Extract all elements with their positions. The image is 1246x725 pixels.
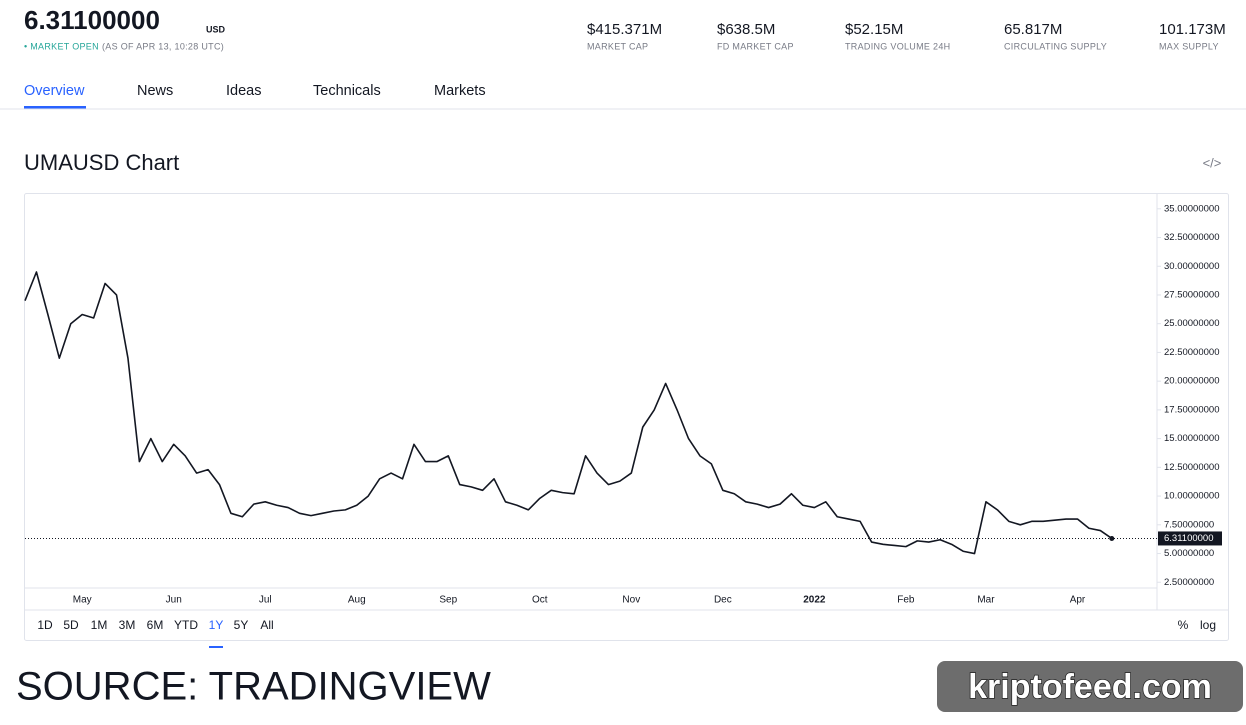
option-button[interactable]: log — [1200, 618, 1216, 632]
tab-indicator — [24, 106, 86, 109]
y-tick-label: 27.50000000 — [1164, 289, 1219, 300]
chart-frame — [24, 193, 1229, 641]
y-tick-label: 2.50000000 — [1164, 577, 1214, 588]
last-price-badge — [1158, 531, 1222, 546]
y-tick-label: 30.00000000 — [1164, 261, 1219, 272]
stat-label: MAX SUPPLY — [1159, 41, 1219, 51]
x-tick-label: Aug — [348, 595, 366, 606]
range-button[interactable]: 6M — [147, 618, 164, 632]
y-tick-label: 17.50000000 — [1164, 404, 1219, 415]
stat-label: MARKET CAP — [587, 41, 648, 51]
x-tick-label: Oct — [532, 595, 548, 606]
stat-value: $52.15M — [845, 21, 903, 38]
chart-heading: UMAUSD Chart — [24, 150, 179, 175]
status-time: (AS OF APR 13, 10:28 UTC) — [102, 41, 224, 51]
x-tick-label: Feb — [897, 595, 915, 606]
y-tick-label: 35.00000000 — [1164, 203, 1219, 214]
stat-value: $415.371M — [587, 21, 662, 38]
y-tick-label: 7.50000000 — [1164, 519, 1214, 530]
watermark-box — [937, 661, 1243, 712]
range-button[interactable]: All — [260, 618, 273, 632]
y-tick-label: 10.00000000 — [1164, 491, 1219, 502]
price-line — [24, 271, 1113, 555]
stat-label: FD MARKET CAP — [717, 41, 794, 51]
tab[interactable]: Technicals — [313, 83, 381, 99]
caption: SOURCE: TRADINGVIEW — [16, 665, 491, 709]
y-tick-label: 15.00000000 — [1164, 433, 1219, 444]
range-button[interactable]: 5D — [63, 618, 79, 632]
tab[interactable]: Overview — [24, 83, 85, 99]
x-tick-label: Sep — [439, 595, 457, 606]
watermark: kriptofeed.com — [968, 668, 1212, 706]
y-tick-label: 20.00000000 — [1164, 376, 1219, 387]
embed-icon[interactable]: </> — [1203, 155, 1222, 170]
range-button[interactable]: 1M — [91, 618, 108, 632]
price: 6.31100000 — [24, 5, 160, 35]
y-tick-label: 32.50000000 — [1164, 232, 1219, 243]
stat-value: 101.173M — [1159, 21, 1226, 38]
market-status: • MARKET OPEN — [24, 41, 99, 51]
x-tick-label: Apr — [1070, 595, 1086, 606]
range-button[interactable]: 1Y — [209, 618, 224, 632]
stat-label: TRADING VOLUME 24H — [845, 41, 950, 51]
range-button[interactable]: 3M — [119, 618, 136, 632]
tab[interactable]: Markets — [434, 83, 486, 99]
range-button[interactable]: 1D — [37, 618, 53, 632]
option-button[interactable]: % — [1178, 618, 1189, 632]
range-button[interactable]: 5Y — [234, 618, 249, 632]
stat-value: $638.5M — [717, 21, 775, 38]
x-tick-label: May — [73, 595, 92, 606]
stat-value: 65.817M — [1004, 21, 1062, 38]
y-tick-label: 22.50000000 — [1164, 347, 1219, 358]
y-tick-label: 5.00000000 — [1164, 548, 1214, 559]
last-price-label: 6.31100000 — [1164, 533, 1214, 544]
x-tick-label: Dec — [714, 595, 732, 606]
x-tick-label: Nov — [622, 595, 640, 606]
last-price-dot — [1109, 535, 1115, 541]
y-tick-label: 25.00000000 — [1164, 318, 1219, 329]
currency: USD — [206, 24, 226, 34]
x-tick-label: Jun — [166, 595, 182, 606]
x-tick-label: Jul — [259, 595, 272, 606]
y-tick-label: 12.50000000 — [1164, 462, 1219, 473]
x-tick-label: 2022 — [803, 595, 826, 606]
range-indicator — [209, 646, 223, 648]
tab[interactable]: News — [137, 83, 173, 99]
tab[interactable]: Ideas — [226, 83, 261, 99]
stat-label: CIRCULATING SUPPLY — [1004, 41, 1107, 51]
range-button[interactable]: YTD — [174, 618, 198, 632]
x-tick-label: Mar — [977, 595, 995, 606]
